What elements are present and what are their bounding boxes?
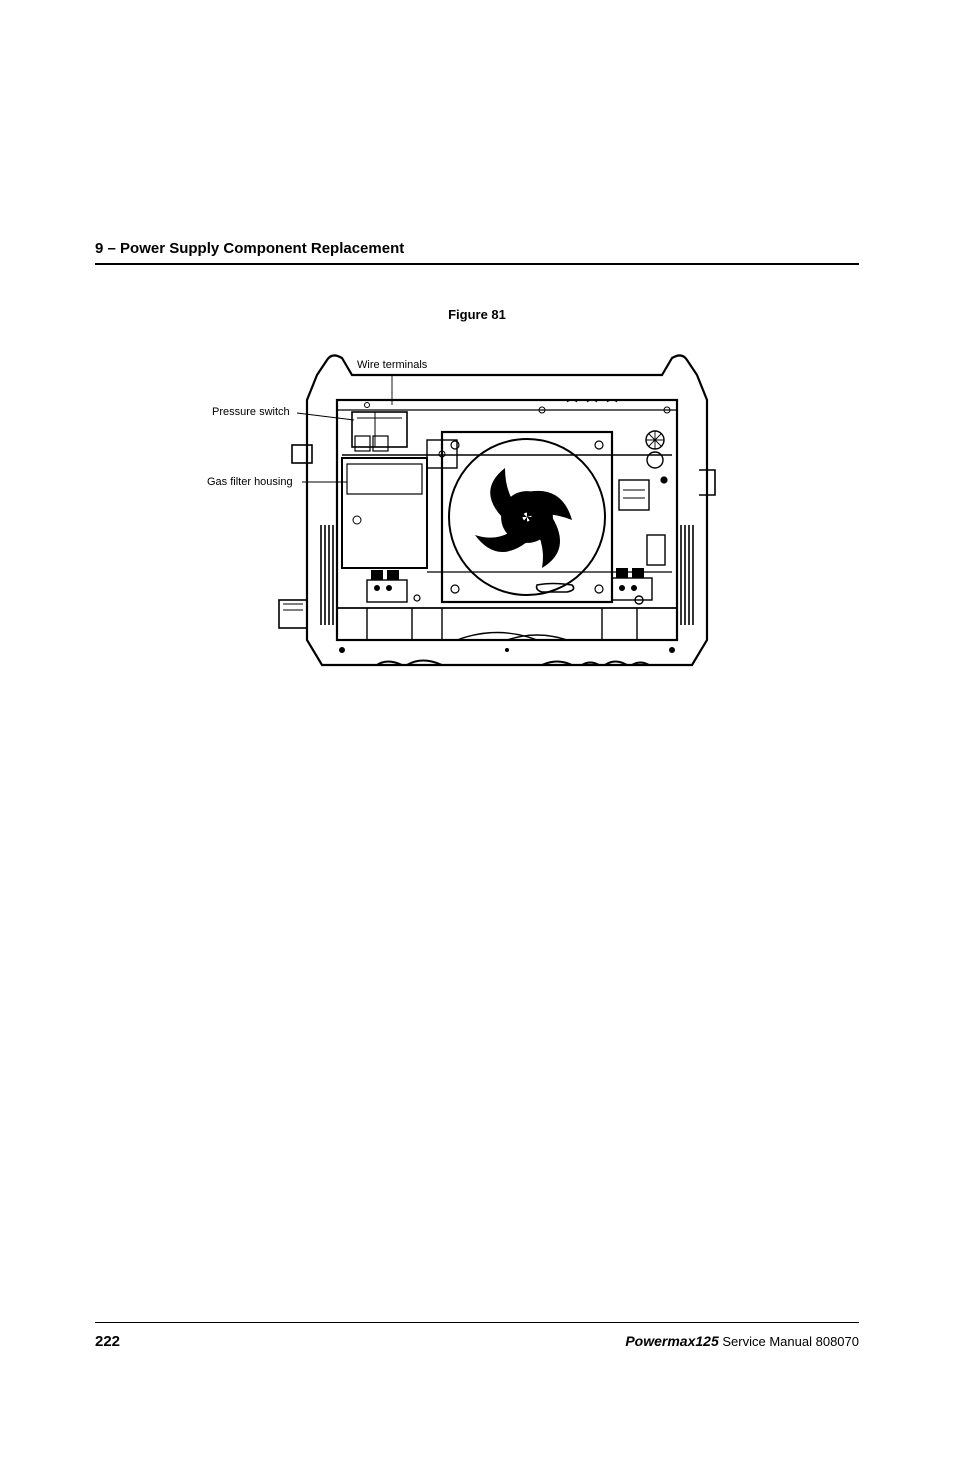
chassis-drawing xyxy=(279,355,715,665)
page-number: 222 xyxy=(95,1333,120,1350)
section-header: 9 – Power Supply Component Replacement xyxy=(95,240,859,265)
figure-title: Figure 81 xyxy=(95,307,859,322)
callout-gas-filter-housing: Gas filter housing xyxy=(207,476,293,488)
page-footer: 222 Powermax125 Service Manual 808070 xyxy=(95,1322,859,1350)
product-name: Powermax125 xyxy=(625,1333,718,1349)
callout-wire-terminals: Wire terminals xyxy=(357,359,428,371)
doc-type: Service Manual xyxy=(722,1334,812,1349)
page: 9 – Power Supply Component Replacement F… xyxy=(0,0,954,1475)
power-supply-diagram: Wire terminals Pressure switch Gas filte… xyxy=(207,340,747,680)
section-number: 9 xyxy=(95,240,103,257)
figure-block: Figure 81 Wire terminals Pressure switch… xyxy=(95,307,859,680)
callout-pressure-switch: Pressure switch xyxy=(212,406,290,418)
leader-pressure-switch xyxy=(297,413,354,420)
footer-row: 222 Powermax125 Service Manual 808070 xyxy=(95,1333,859,1350)
diagram-wrap: Wire terminals Pressure switch Gas filte… xyxy=(95,340,859,680)
footer-doc-info: Powermax125 Service Manual 808070 xyxy=(625,1333,859,1349)
section-dash: – xyxy=(108,240,116,257)
doc-number: 808070 xyxy=(816,1334,859,1349)
section-title: Power Supply Component Replacement xyxy=(120,240,404,257)
